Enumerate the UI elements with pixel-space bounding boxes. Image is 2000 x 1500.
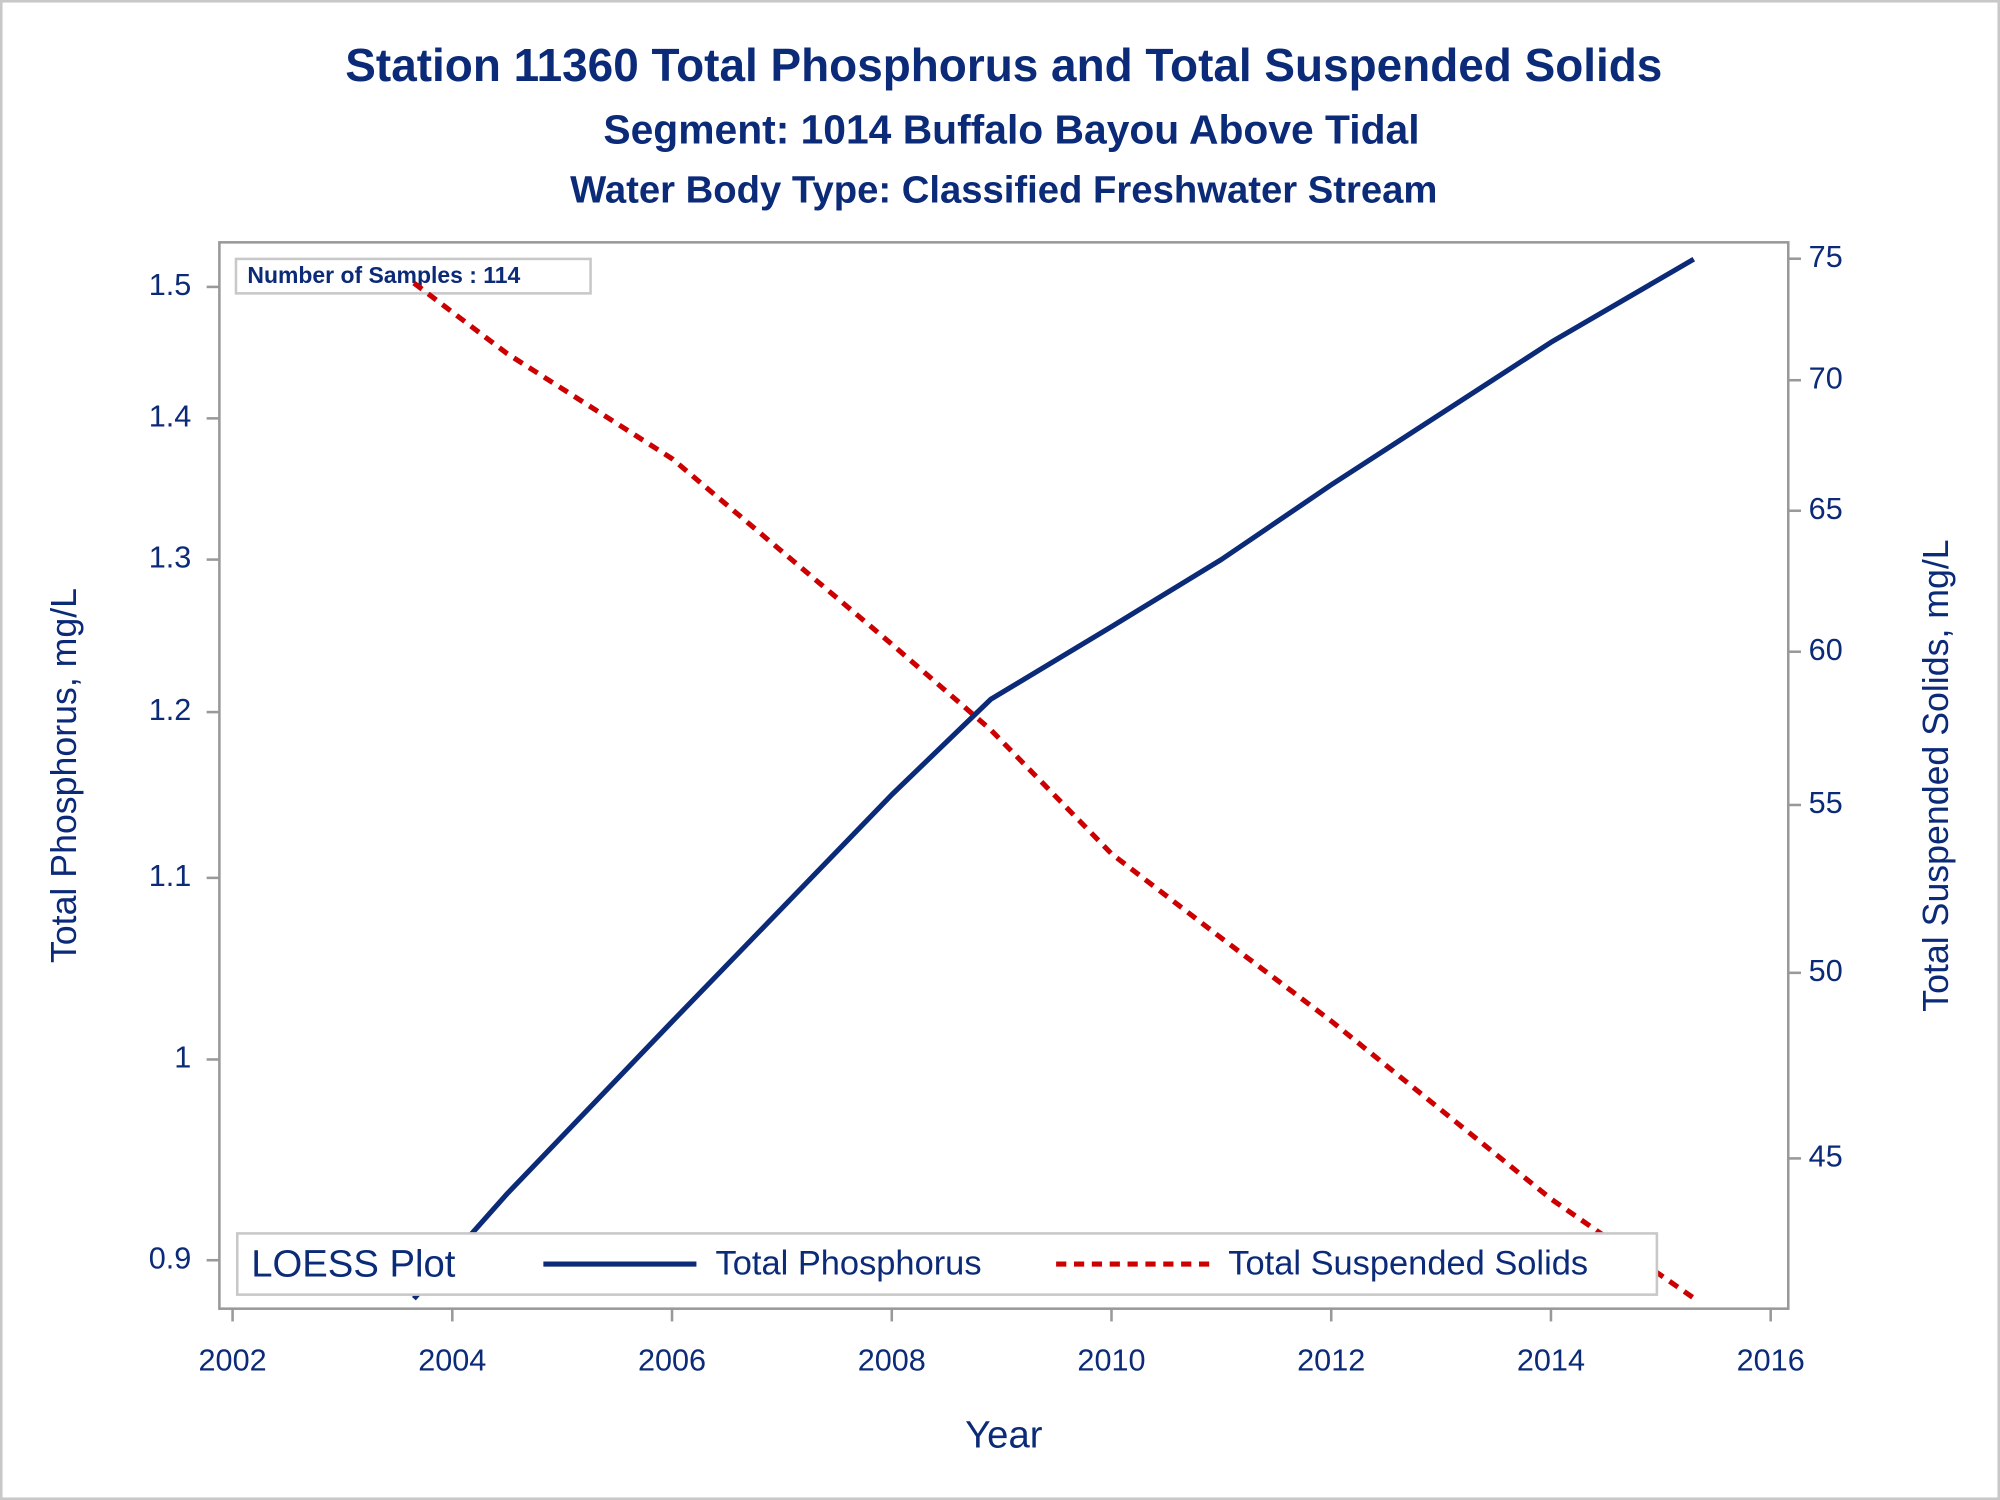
annotation-box: [234, 257, 592, 295]
x-tick-label: 2008: [858, 1343, 926, 1377]
series-line: [411, 256, 1696, 1301]
y2-tick-label: 70: [1809, 361, 1843, 395]
x-tick-label: 2002: [199, 1343, 267, 1377]
x-tick-label: 2004: [418, 1343, 486, 1377]
legend-label: Total Suspended Solids: [1228, 1244, 1588, 1282]
y-tick-label: 1.5: [149, 268, 192, 302]
x-tick-label: 2014: [1517, 1343, 1585, 1377]
y-tick-label: 1.1: [149, 859, 192, 893]
y-tick-label: 1.2: [149, 693, 192, 727]
x-tick-label: 2010: [1077, 1343, 1145, 1377]
chart-title: Station 11360 Total Phosphorus and Total…: [345, 39, 1662, 91]
y2-tick-label: 75: [1809, 240, 1843, 274]
chart-subtitle: Water Body Type: Classified Freshwater S…: [570, 169, 1437, 212]
y2-tick-label: 50: [1809, 954, 1843, 988]
y-tick-label: 1.3: [149, 541, 192, 575]
x-tick-label: 2012: [1297, 1343, 1365, 1377]
y2-axis-label: Total Suspended Solids, mg/L: [1916, 539, 1956, 1011]
y-tick-label: 1: [174, 1041, 191, 1075]
chart-subtitle: Segment: 1014 Buffalo Bayou Above Tidal: [603, 106, 1419, 152]
plot-frame: [218, 241, 1790, 1310]
legend-box: [235, 1232, 1659, 1296]
y2-tick-label: 65: [1809, 492, 1843, 526]
y-axis-label: Total Phosphorus, mg/L: [44, 588, 84, 963]
series-line: [412, 281, 1696, 1301]
legend-label: Total Phosphorus: [716, 1244, 982, 1282]
annotation: Number of Samples : 114: [247, 262, 520, 288]
x-tick-label: 2006: [638, 1343, 706, 1377]
y2-tick-label: 60: [1809, 633, 1843, 667]
y2-tick-label: 55: [1809, 786, 1843, 820]
x-axis-label: Year: [965, 1414, 1043, 1457]
y2-tick-label: 45: [1809, 1140, 1843, 1174]
x-tick-label: 2016: [1737, 1343, 1805, 1377]
y-tick-label: 0.9: [149, 1241, 192, 1275]
y-tick-label: 1.4: [149, 399, 192, 433]
legend-title: LOESS Plot: [251, 1243, 455, 1286]
